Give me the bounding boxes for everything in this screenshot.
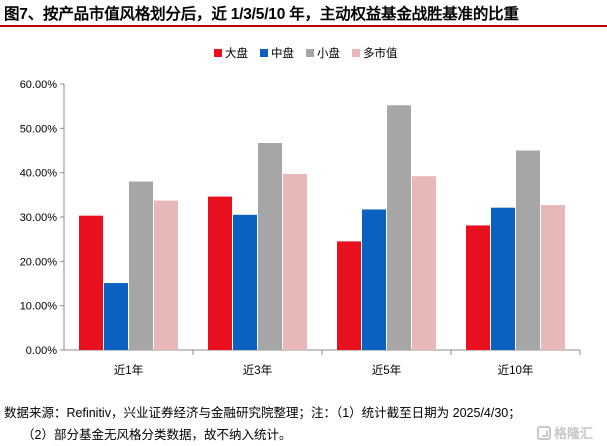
bar-mid-cap — [362, 209, 386, 350]
title-underline — [0, 25, 607, 27]
bar-large-cap — [466, 225, 490, 350]
x-tick-label: 近3年 — [243, 363, 272, 377]
watermark-text: 格隆汇 — [553, 426, 593, 441]
bar-multi-cap — [541, 205, 565, 350]
x-tick-label: 近5年 — [372, 363, 401, 377]
legend-item-small-cap: 小盘 — [306, 45, 340, 61]
y-tick-label: 50.00% — [20, 123, 58, 135]
legend-label-multi-cap: 多市值 — [363, 48, 398, 60]
y-tick-label: 30.00% — [20, 212, 58, 224]
legend-swatch-small-cap — [306, 49, 314, 57]
bar-small-cap — [516, 150, 540, 350]
legend-swatch-mid-cap — [260, 49, 268, 57]
bar-mid-cap — [104, 283, 128, 350]
bar-large-cap — [208, 196, 232, 350]
watermark: 格隆汇 — [536, 423, 593, 442]
legend-item-large-cap: 大盘 — [214, 45, 248, 61]
legend: 大盘 中盘 小盘 多市值 — [214, 45, 398, 61]
legend-label-small-cap: 小盘 — [317, 48, 340, 60]
legend-item-mid-cap: 中盘 — [260, 45, 294, 61]
y-tick-label: 40.00% — [20, 168, 58, 180]
legend-label-mid-cap: 中盘 — [271, 48, 294, 60]
legend-label-large-cap: 大盘 — [225, 48, 248, 60]
legend-item-multi-cap: 多市值 — [352, 45, 398, 61]
legend-swatch-large-cap — [214, 49, 222, 57]
bar-mid-cap — [491, 207, 515, 350]
bar-chart: 0.00% 10.00% 20.00% 30.00% 40.00% 50.00% 60.00… — [20, 79, 581, 377]
y-tick-label: 0.00% — [26, 345, 57, 357]
bar-small-cap — [129, 181, 153, 350]
bar-mid-cap — [233, 214, 257, 350]
bar-multi-cap — [412, 176, 436, 350]
y-tick-label: 20.00% — [20, 256, 58, 268]
bar-multi-cap — [154, 200, 178, 350]
footnote-exclusion: （2）部分基金无风格分类数据，故不纳入统计。 — [22, 428, 292, 442]
y-tick-label: 10.00% — [20, 301, 58, 313]
y-tick-label: 60.00% — [20, 79, 58, 91]
legend-swatch-multi-cap — [352, 49, 360, 57]
x-tick-label: 近1年 — [114, 363, 143, 377]
footnote-source: 数据来源：Refinitiv，兴业证券经济与金融研究院整理；注：（1）统计截至日… — [4, 406, 521, 420]
bar-large-cap — [79, 215, 103, 350]
x-tick-label: 近10年 — [498, 363, 534, 377]
bar-small-cap — [258, 142, 282, 350]
bar-multi-cap — [283, 173, 307, 350]
chart-title: 图7、按产品市值风格划分后，近 1/3/5/10 年，主动权益基金战胜基准的比重 — [4, 6, 519, 23]
bar-small-cap — [387, 105, 411, 350]
watermark-logo-icon — [536, 425, 551, 440]
bar-large-cap — [337, 241, 361, 350]
